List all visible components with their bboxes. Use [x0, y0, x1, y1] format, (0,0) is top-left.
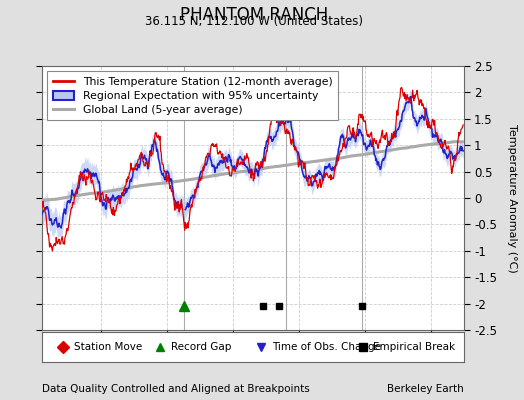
Text: Data Quality Controlled and Aligned at Breakpoints: Data Quality Controlled and Aligned at B…: [42, 384, 310, 394]
Text: Berkeley Earth: Berkeley Earth: [387, 384, 464, 394]
Text: Station Move: Station Move: [73, 342, 142, 352]
Y-axis label: Temperature Anomaly (°C): Temperature Anomaly (°C): [507, 124, 517, 272]
Legend: This Temperature Station (12-month average), Regional Expectation with 95% uncer: This Temperature Station (12-month avera…: [47, 72, 339, 120]
Text: Time of Obs. Change: Time of Obs. Change: [272, 342, 381, 352]
Text: 36.115 N, 112.100 W (United States): 36.115 N, 112.100 W (United States): [145, 15, 363, 28]
Text: Record Gap: Record Gap: [171, 342, 231, 352]
Text: Empirical Break: Empirical Break: [373, 342, 455, 352]
Text: PHANTOM RANCH: PHANTOM RANCH: [180, 6, 328, 24]
